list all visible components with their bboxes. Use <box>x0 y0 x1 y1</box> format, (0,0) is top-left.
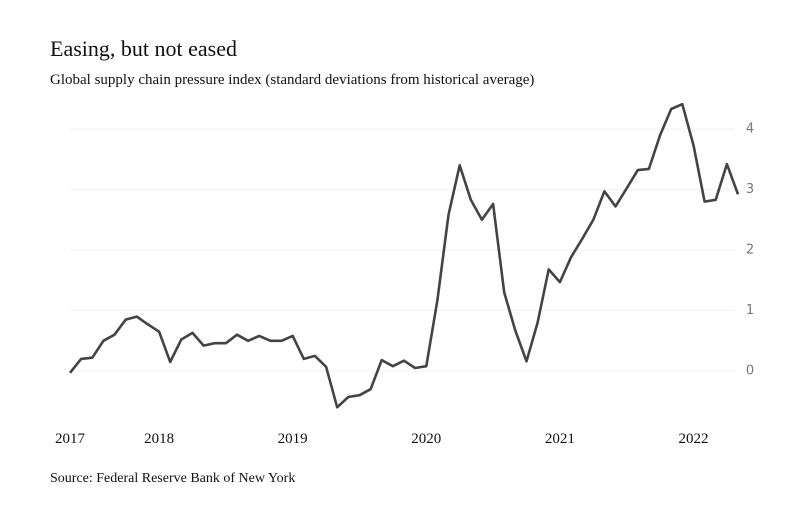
x-tick-label: 2020 <box>411 431 441 447</box>
y-tick-label: 2 <box>746 243 754 258</box>
y-tick-label: 4 <box>746 122 754 137</box>
data-line <box>68 102 740 409</box>
chart-subtitle: Global supply chain pressure index (stan… <box>50 72 534 88</box>
chart-title: Easing, but not eased <box>50 36 237 61</box>
y-tick-label: 0 <box>746 364 754 379</box>
source-note: Source: Federal Reserve Bank of New York <box>50 471 295 486</box>
x-tick-label: 2021 <box>545 431 575 447</box>
x-tick-label: 2022 <box>678 431 708 447</box>
x-tick-label: 2019 <box>278 431 308 447</box>
y-tick-label: 3 <box>746 182 754 197</box>
y-tick-label: 1 <box>746 303 754 318</box>
x-tick-label: 2017 <box>55 431 86 447</box>
x-tick-label: 2018 <box>144 431 174 447</box>
